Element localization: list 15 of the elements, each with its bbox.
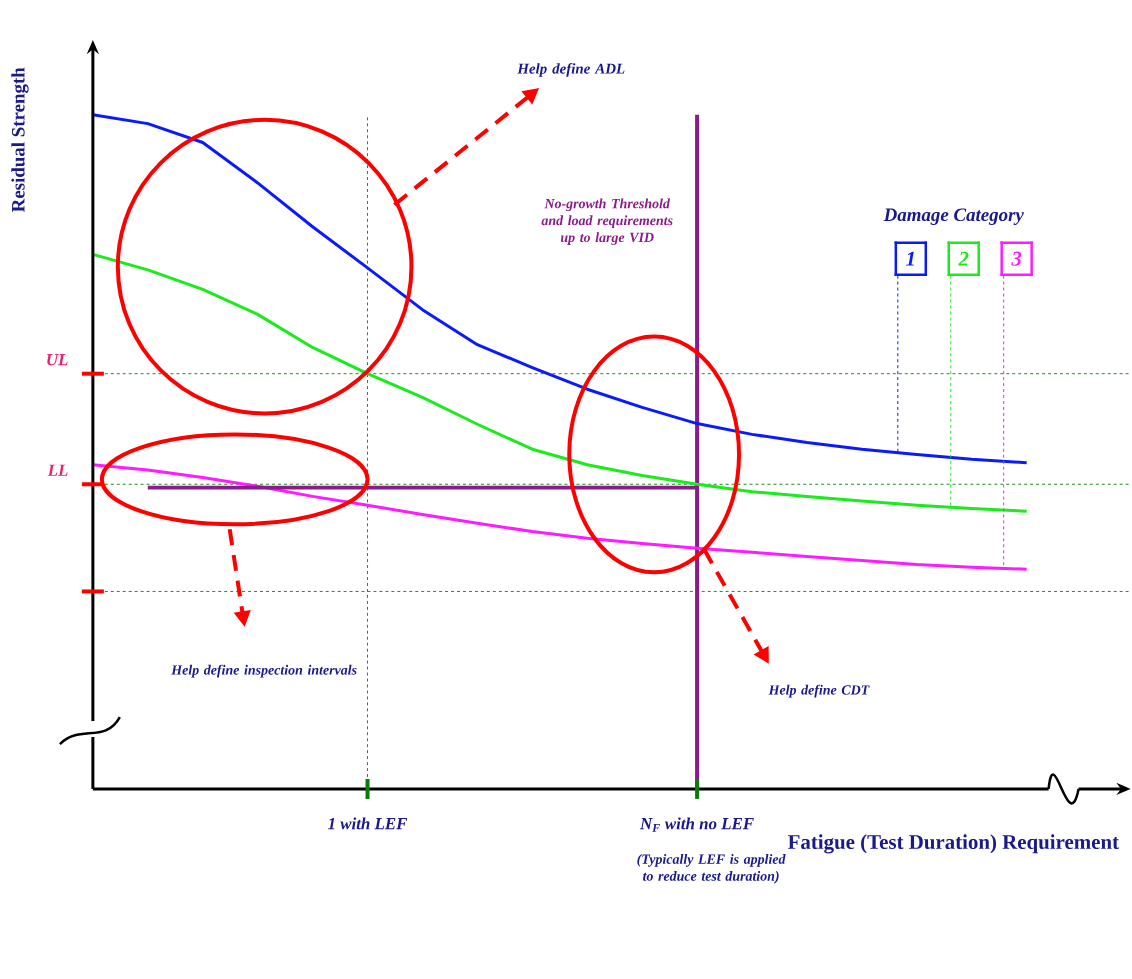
ref-line-label: UL: [47, 354, 68, 366]
annotation: Help define inspection intervals: [171, 664, 357, 678]
legend-label: 3: [1011, 251, 1022, 266]
y-axis-title: Residual Strength: [11, 67, 29, 213]
annotation: Help define CDT: [768, 684, 870, 698]
x-tick-label: N$_{F}$ with no LEF: [639, 817, 754, 832]
text: Help define ADL: [517, 63, 625, 77]
x-axis-title: Fatigue (Test Duration) Requirement: [787, 834, 1119, 854]
legend-label: 1: [906, 251, 914, 266]
x-tick-label: 1 with LEF: [327, 817, 408, 830]
legend-label: 2: [958, 251, 969, 266]
legend-title: Damage Category: [883, 208, 1024, 226]
ref-line-label: LL: [47, 464, 68, 476]
annotation: No-growth Threshold and load requirements up to large VID: [541, 198, 673, 246]
text: (Typically LEF is applied to reduce test duration): [637, 854, 786, 884]
